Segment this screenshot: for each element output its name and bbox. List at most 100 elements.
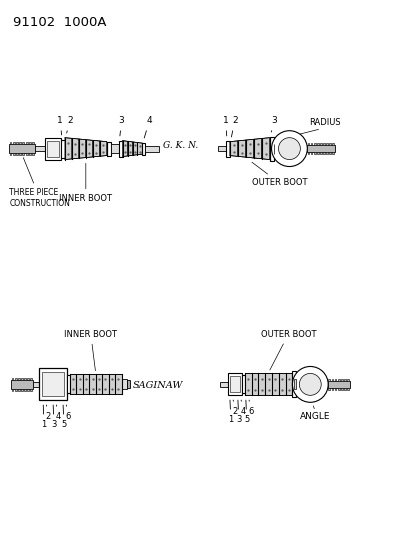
Polygon shape bbox=[102, 375, 108, 394]
Bar bbox=[343, 388, 345, 390]
Bar bbox=[21, 389, 23, 391]
Bar bbox=[145, 146, 159, 151]
Bar bbox=[12, 378, 13, 380]
Bar bbox=[121, 379, 126, 389]
Bar bbox=[328, 381, 349, 388]
Bar bbox=[219, 382, 227, 387]
Bar bbox=[142, 143, 145, 155]
Polygon shape bbox=[70, 375, 76, 394]
Polygon shape bbox=[72, 139, 78, 159]
Polygon shape bbox=[278, 374, 285, 395]
Bar bbox=[18, 389, 19, 391]
Bar bbox=[26, 142, 28, 144]
Bar bbox=[337, 388, 339, 390]
Bar bbox=[13, 142, 15, 144]
Bar bbox=[340, 388, 342, 390]
Text: G. K. N.: G. K. N. bbox=[163, 141, 198, 150]
Polygon shape bbox=[261, 138, 269, 159]
Bar bbox=[9, 142, 12, 144]
Polygon shape bbox=[244, 374, 251, 395]
Bar bbox=[340, 379, 342, 381]
Bar bbox=[9, 153, 12, 155]
Polygon shape bbox=[65, 138, 72, 159]
Bar bbox=[322, 152, 324, 154]
Bar bbox=[18, 378, 19, 380]
Text: OUTER BOOT: OUTER BOOT bbox=[251, 162, 306, 188]
Bar bbox=[22, 142, 24, 144]
Polygon shape bbox=[89, 375, 95, 394]
Text: 3: 3 bbox=[271, 116, 277, 132]
Bar bbox=[343, 379, 345, 381]
Text: 3: 3 bbox=[119, 116, 124, 136]
Bar bbox=[107, 142, 110, 156]
Bar bbox=[39, 368, 67, 400]
Polygon shape bbox=[78, 139, 85, 158]
Text: 1: 1 bbox=[57, 116, 63, 135]
Bar bbox=[19, 142, 21, 144]
Text: 91102  1000A: 91102 1000A bbox=[13, 17, 107, 29]
Bar bbox=[319, 152, 321, 154]
Polygon shape bbox=[122, 141, 127, 157]
Bar bbox=[331, 379, 332, 381]
Text: 6: 6 bbox=[65, 405, 71, 421]
Bar bbox=[346, 379, 348, 381]
Polygon shape bbox=[258, 374, 265, 395]
Bar bbox=[325, 152, 327, 154]
Bar bbox=[16, 142, 18, 144]
Bar bbox=[307, 152, 309, 154]
Bar bbox=[332, 152, 333, 154]
Text: 2: 2 bbox=[45, 405, 50, 421]
Polygon shape bbox=[76, 375, 83, 394]
Bar bbox=[229, 376, 239, 392]
Bar bbox=[11, 380, 33, 389]
Bar bbox=[110, 144, 118, 153]
Bar bbox=[334, 388, 336, 390]
Bar bbox=[24, 389, 26, 391]
Bar bbox=[118, 141, 122, 157]
Polygon shape bbox=[95, 375, 102, 394]
Bar bbox=[13, 153, 15, 155]
Circle shape bbox=[292, 367, 328, 402]
Text: 2: 2 bbox=[66, 116, 73, 133]
Bar bbox=[217, 146, 225, 151]
Bar bbox=[45, 138, 61, 159]
Polygon shape bbox=[265, 374, 271, 395]
Bar bbox=[328, 152, 330, 154]
Polygon shape bbox=[100, 141, 107, 156]
Bar bbox=[12, 389, 13, 391]
Bar bbox=[313, 152, 315, 154]
Text: 1: 1 bbox=[41, 405, 47, 429]
Polygon shape bbox=[253, 139, 261, 159]
Bar bbox=[14, 389, 17, 391]
Polygon shape bbox=[137, 142, 142, 155]
Bar bbox=[331, 388, 332, 390]
Bar bbox=[67, 375, 70, 393]
Bar bbox=[227, 374, 241, 395]
Bar bbox=[328, 388, 330, 390]
Bar bbox=[30, 389, 32, 391]
Bar bbox=[30, 378, 32, 380]
Polygon shape bbox=[285, 374, 292, 395]
Text: 2: 2 bbox=[231, 116, 237, 137]
Text: RADIUS: RADIUS bbox=[309, 118, 340, 127]
Bar bbox=[47, 141, 59, 157]
Bar bbox=[24, 378, 26, 380]
Polygon shape bbox=[229, 141, 237, 156]
Bar bbox=[9, 144, 35, 153]
Text: 6: 6 bbox=[247, 400, 253, 416]
Bar bbox=[319, 143, 321, 145]
Text: SAGINAW: SAGINAW bbox=[132, 381, 183, 390]
Text: OUTER BOOT: OUTER BOOT bbox=[260, 329, 316, 370]
Bar bbox=[26, 153, 28, 155]
Bar bbox=[225, 141, 229, 157]
Bar bbox=[307, 143, 309, 145]
Text: 3: 3 bbox=[235, 400, 241, 424]
Bar bbox=[21, 378, 23, 380]
Bar bbox=[29, 142, 31, 144]
Text: 4: 4 bbox=[55, 405, 60, 421]
Text: THREE PIECE
CONSTRUCTION: THREE PIECE CONSTRUCTION bbox=[9, 158, 70, 208]
Bar bbox=[322, 143, 324, 145]
Bar bbox=[346, 388, 348, 390]
Text: 4: 4 bbox=[144, 116, 152, 138]
Bar bbox=[126, 381, 129, 389]
